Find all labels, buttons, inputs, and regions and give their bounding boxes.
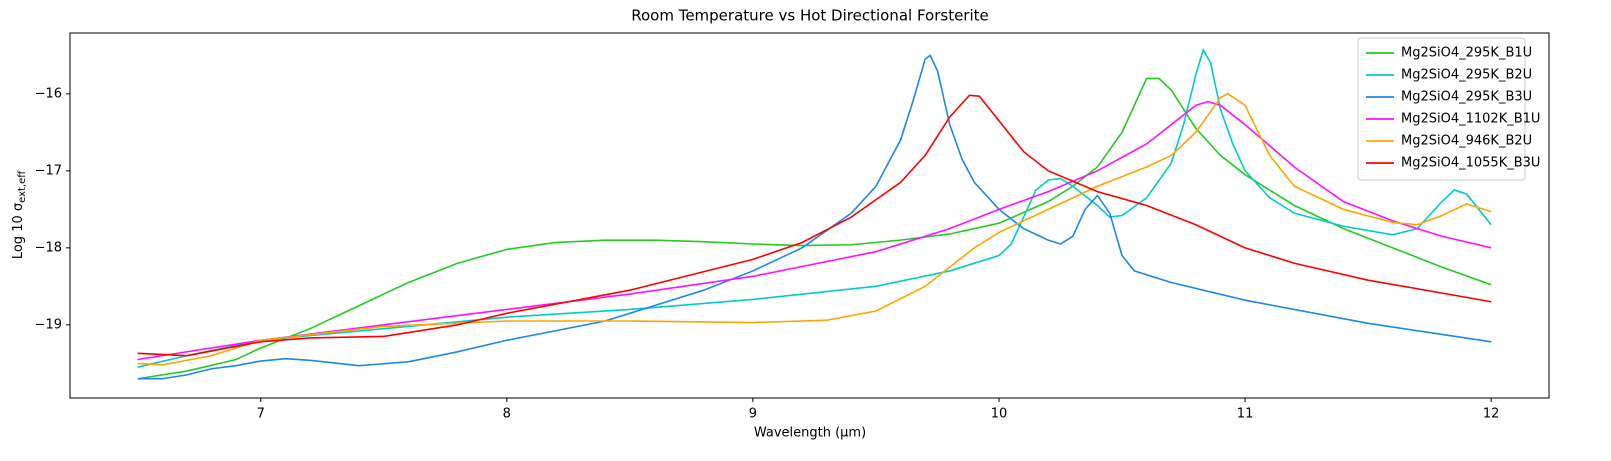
x-tick-label: 7 bbox=[257, 407, 265, 422]
legend-label: Mg2SiO4_295K_B2U bbox=[1401, 68, 1532, 83]
x-tick-label: 9 bbox=[749, 407, 757, 422]
y-tick-label: −17 bbox=[35, 163, 62, 178]
series-line bbox=[137, 54, 1492, 380]
y-axis-label-sub: ext,eff bbox=[17, 170, 28, 203]
y-axis-label-main: Log 10 σ bbox=[11, 203, 26, 259]
x-tick-label: 8 bbox=[503, 407, 511, 422]
legend-label: Mg2SiO4_295K_B3U bbox=[1401, 90, 1532, 105]
series-line bbox=[137, 47, 1492, 368]
series-line bbox=[137, 77, 1492, 380]
series-line bbox=[137, 92, 1492, 366]
x-tick-label: 12 bbox=[1483, 407, 1500, 422]
legend-label: Mg2SiO4_295K_B1U bbox=[1401, 46, 1532, 61]
x-tick-label: 11 bbox=[1237, 407, 1254, 422]
y-axis-label: Log 10 σext,eff bbox=[11, 170, 29, 259]
series-line bbox=[137, 94, 1492, 357]
chart-title: Room Temperature vs Hot Directional Fors… bbox=[631, 7, 989, 25]
legend-label: Mg2SiO4_1102K_B1U bbox=[1401, 112, 1540, 127]
y-tick-label: −16 bbox=[35, 86, 62, 101]
y-tick-label: −19 bbox=[35, 317, 62, 332]
legend-label: Mg2SiO4_946K_B2U bbox=[1401, 134, 1532, 149]
legend-label: Mg2SiO4_1055K_B3U bbox=[1401, 156, 1540, 171]
x-axis-label: Wavelength (µm) bbox=[754, 426, 866, 441]
x-tick-label: 10 bbox=[991, 407, 1008, 422]
y-tick-label: −18 bbox=[35, 240, 62, 255]
plot-frame bbox=[69, 32, 1550, 399]
legend-box bbox=[1357, 37, 1526, 181]
